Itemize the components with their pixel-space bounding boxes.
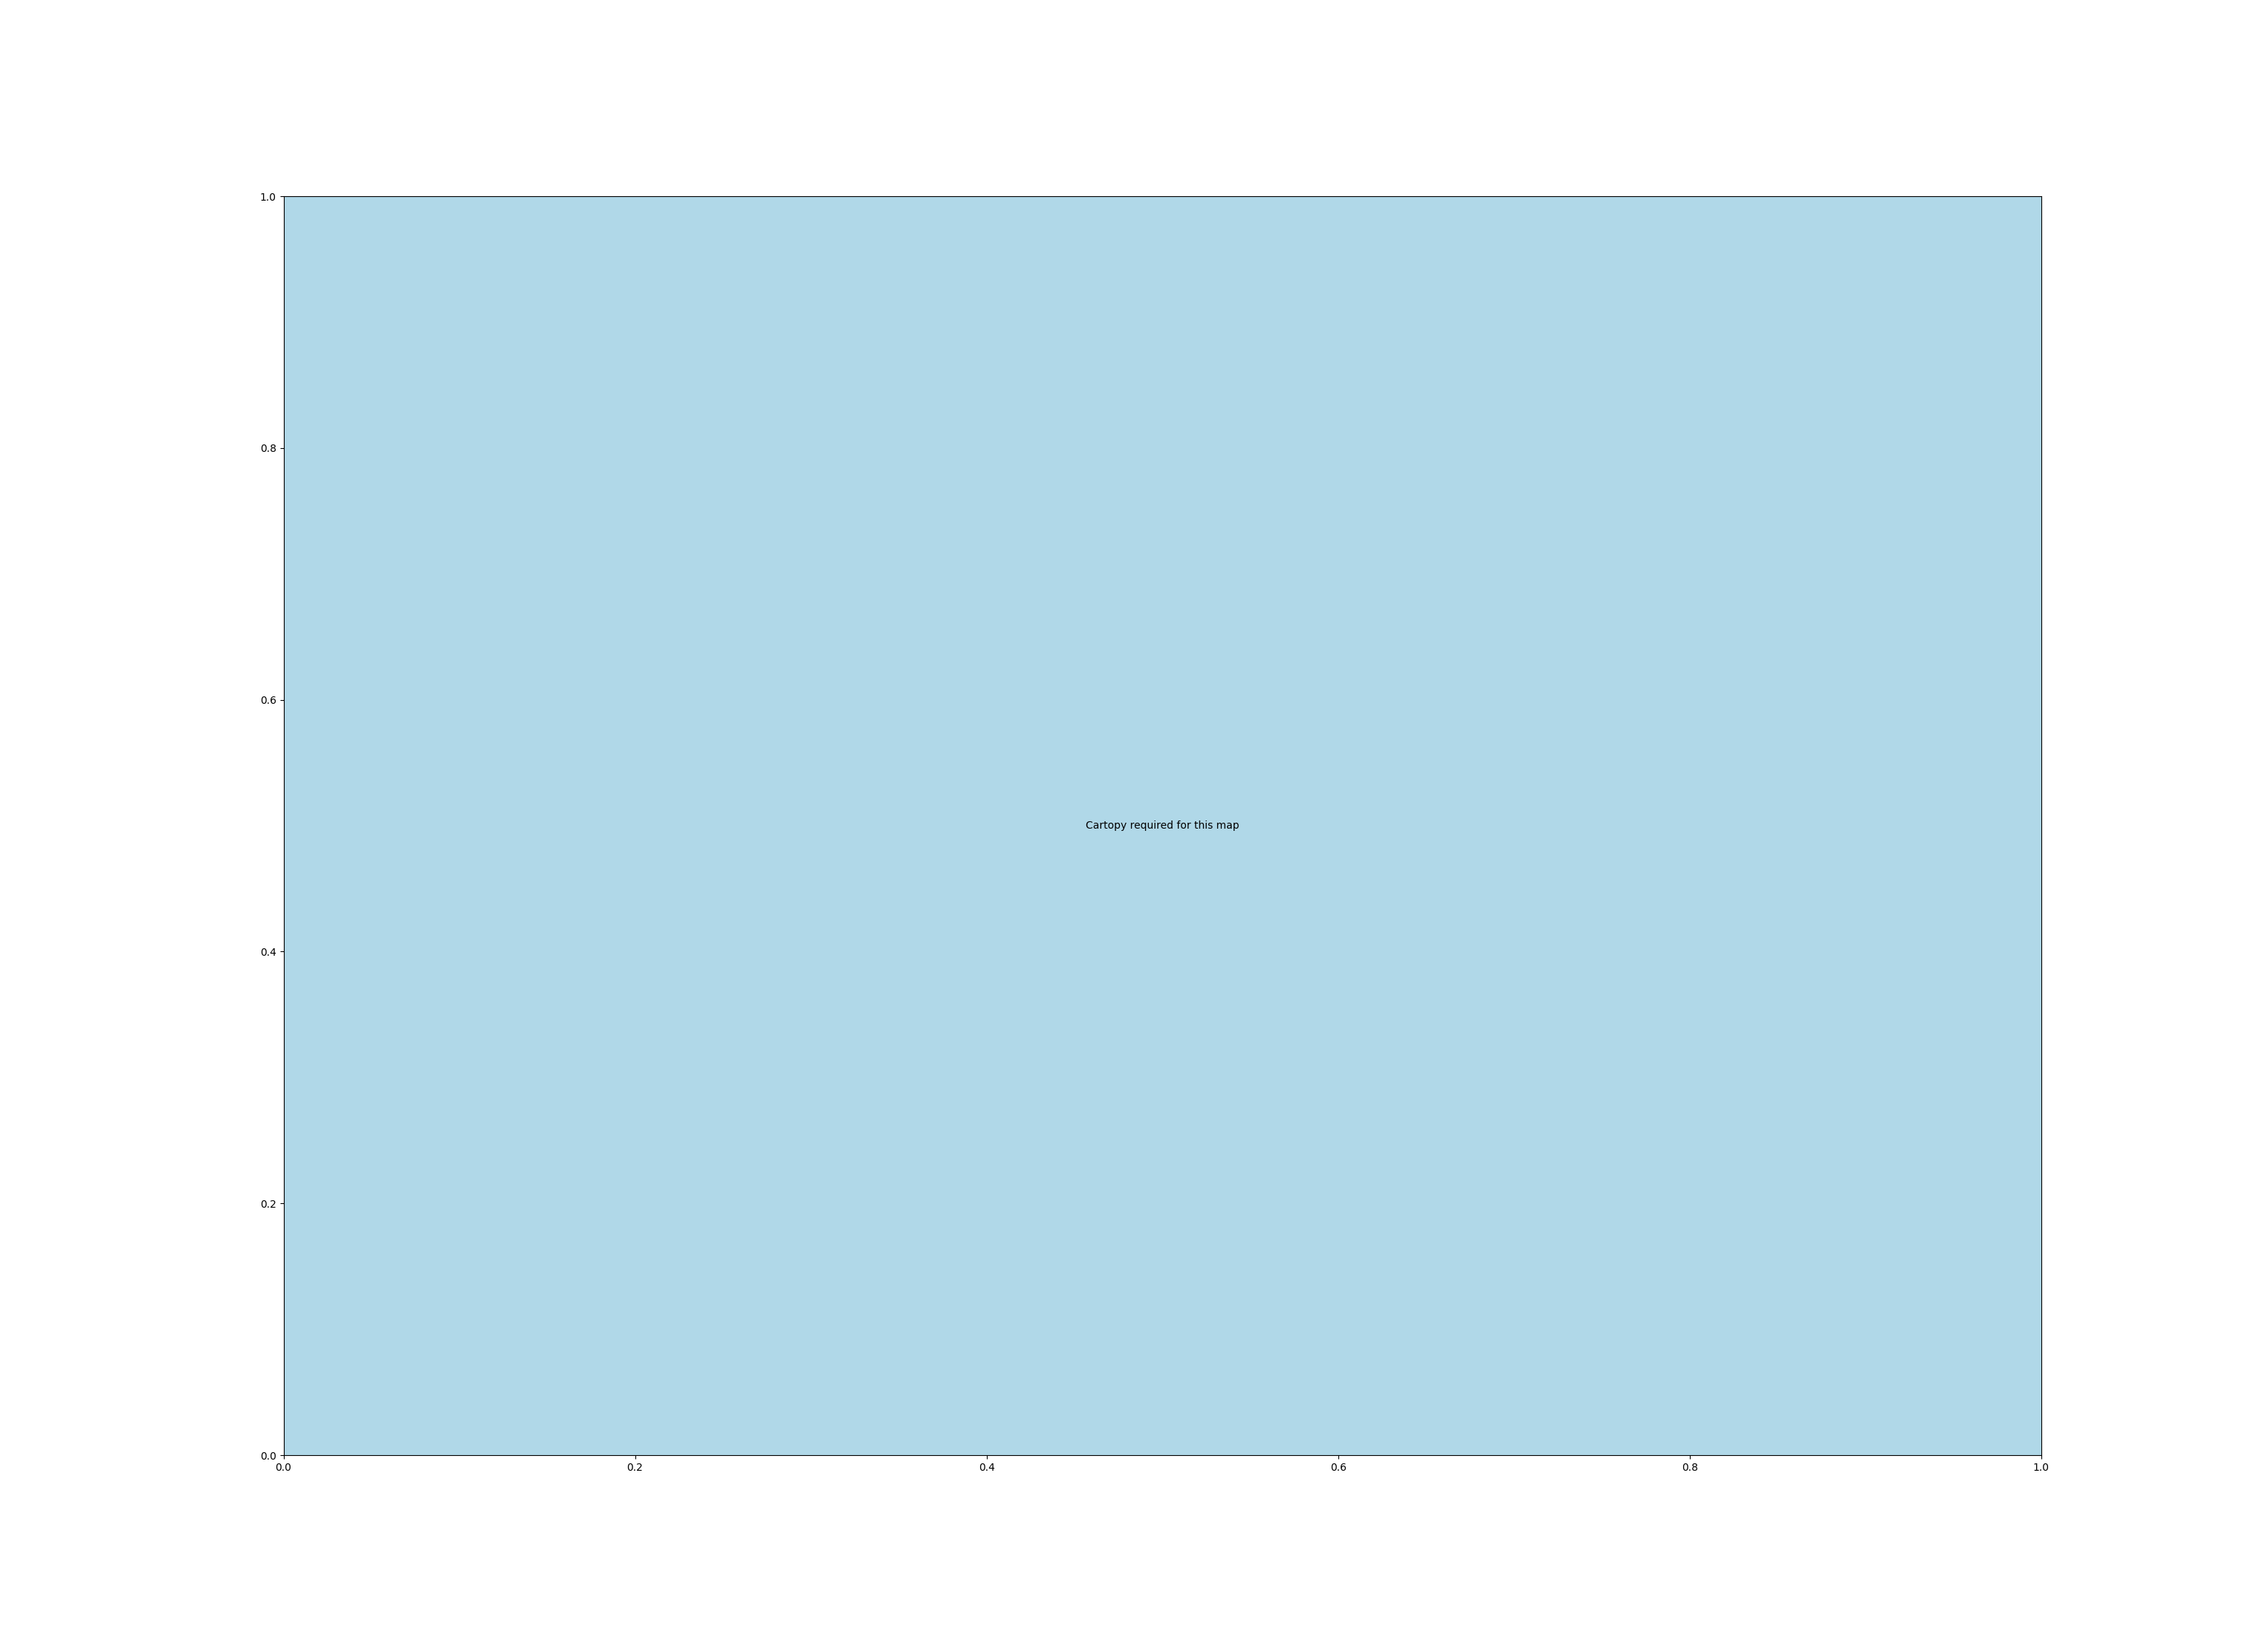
Text: Cartopy required for this map: Cartopy required for this map [1086,821,1238,831]
